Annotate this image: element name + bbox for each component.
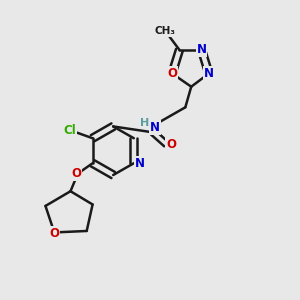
Text: N: N	[135, 157, 145, 170]
Text: O: O	[49, 227, 59, 240]
Text: N: N	[204, 67, 214, 80]
Text: O: O	[167, 67, 177, 80]
Text: N: N	[150, 122, 160, 134]
Text: O: O	[166, 138, 176, 151]
Text: H: H	[140, 118, 149, 128]
Text: N: N	[196, 44, 206, 56]
Text: CH₃: CH₃	[154, 26, 175, 36]
Text: Cl: Cl	[63, 124, 76, 137]
Text: O: O	[71, 167, 81, 180]
